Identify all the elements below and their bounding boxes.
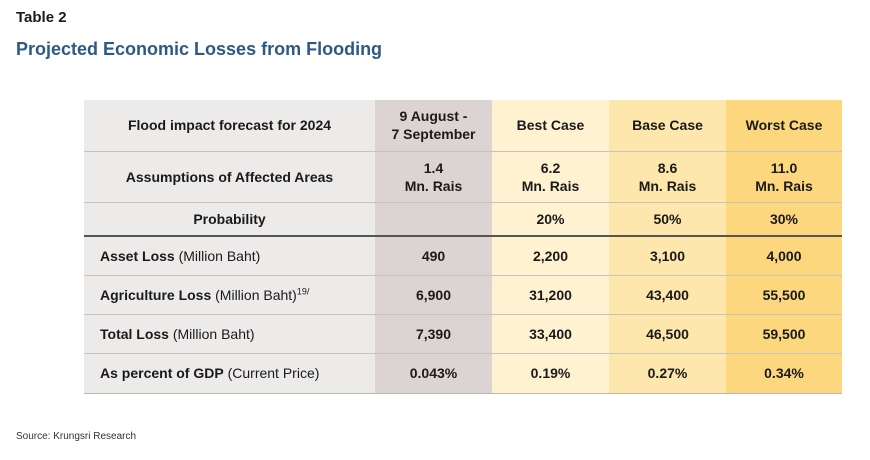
row-label-agriculture-loss: Agriculture Loss (Million Baht)19/ [84,275,375,315]
table-label: Table 2 [16,9,67,26]
period-probability [375,202,492,237]
worst-case-header: Worst Case [726,100,842,152]
worst-area-cell: 11.0 Mn. Rais [726,151,842,203]
row-label-text: Asset Loss [100,247,175,264]
row-unit-text: (Million Baht) [174,247,261,264]
probability-label: Probability [84,202,375,237]
probability-row: Probability 20% 50% 30% [84,202,842,237]
worst-value: 59,500 [726,314,842,354]
assumptions-label: Assumptions of Affected Areas [84,151,375,203]
best-value: 0.19% [492,353,609,394]
row-label-text: As percent of GDP [100,365,224,381]
worst-value: 4,000 [726,236,842,276]
period-value: 0.043% [375,353,492,394]
period-value: 490 [375,236,492,276]
row-unit-text: (Million Baht) [211,286,297,303]
assumptions-row: Assumptions of Affected Areas 1.4 Mn. Ra… [84,151,842,203]
best-probability: 20% [492,202,609,237]
best-value: 31,200 [492,275,609,315]
period-header-line2: 7 September [391,126,476,143]
base-value: 43,400 [609,275,726,315]
table-row: Agriculture Loss (Million Baht)19/ 6,900… [84,275,842,315]
row-label-total-loss: Total Loss (Million Baht) [84,314,375,354]
worst-area-unit: Mn. Rais [755,177,813,194]
flood-loss-table: Flood impact forecast for 2024 9 August … [84,100,842,394]
period-value: 7,390 [375,314,492,354]
best-case-header: Best Case [492,100,609,152]
source-note: Source: Krungsri Research [16,431,137,442]
best-value: 2,200 [492,236,609,276]
table-row: Total Loss (Million Baht) 7,390 33,400 4… [84,314,842,354]
row-label-percent-gdp: As percent of GDP (Current Price) [84,353,375,394]
base-value: 0.27% [609,353,726,394]
table-header-row: Flood impact forecast for 2024 9 August … [84,100,842,152]
footnote-ref: 19/ [296,285,310,296]
row-label-text: Agriculture Loss [100,286,212,303]
worst-area-value: 11.0 [770,159,798,176]
row-label-asset-loss: Asset Loss (Million Baht) [84,236,375,276]
table-row: As percent of GDP (Current Price) 0.043%… [84,353,842,394]
base-probability: 50% [609,202,726,237]
best-area-cell: 6.2 Mn. Rais [492,151,609,203]
best-value: 33,400 [492,314,609,354]
row-unit-text: (Million Baht) [168,325,255,342]
best-area-value: 6.2 [540,159,561,176]
base-case-header: Base Case [609,100,726,152]
period-header-line1: 9 August - [399,108,468,125]
row-unit-text: (Current Price) [223,365,320,381]
base-area-cell: 8.6 Mn. Rais [609,151,726,203]
base-value: 3,100 [609,236,726,276]
period-area-value: 1.4 [423,159,444,176]
period-area-unit: Mn. Rais [404,177,463,194]
row-label-text: Total Loss [100,325,169,342]
worst-value: 55,500 [726,275,842,315]
base-area-unit: Mn. Rais [638,177,697,194]
base-value: 46,500 [609,314,726,354]
table-title: Projected Economic Losses from Flooding [16,39,383,59]
period-value: 6,900 [375,275,492,315]
base-area-value: 8.6 [657,159,678,176]
table-row: Asset Loss (Million Baht) 490 2,200 3,10… [84,236,842,276]
worst-value: 0.34% [726,353,842,394]
period-header-cell: 9 August - 7 September [375,100,492,152]
worst-probability: 30% [726,202,842,237]
best-area-unit: Mn. Rais [521,177,580,194]
period-area-cell: 1.4 Mn. Rais [375,151,492,203]
forecast-header-cell: Flood impact forecast for 2024 [84,100,375,152]
